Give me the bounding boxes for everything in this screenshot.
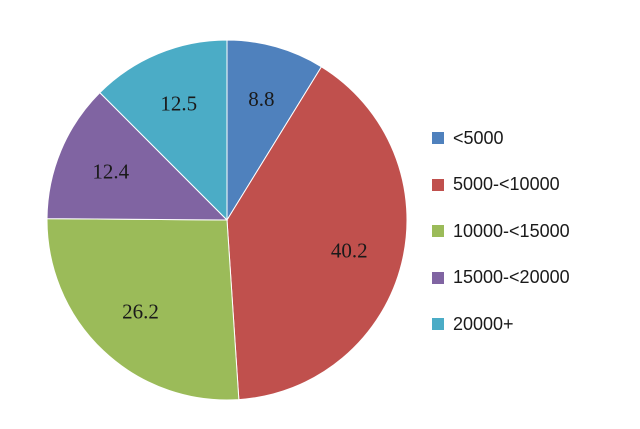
- legend-item: 15000-<20000: [432, 255, 632, 302]
- legend-item: 20000+: [432, 301, 632, 348]
- legend-item: <5000: [432, 115, 632, 162]
- pie-slices: [46, 39, 408, 401]
- pie-slice-10000-15000: [46, 218, 240, 401]
- legend-label: 5000-<10000: [453, 174, 560, 195]
- data-label-20000-plus: 12.5: [160, 92, 197, 116]
- pie-slice-20000-plus: [99, 39, 228, 222]
- legend-swatch: [432, 318, 444, 331]
- legend: <5000 5000-<10000 10000-<15000 15000-<20…: [432, 115, 632, 348]
- legend-swatch: [432, 132, 444, 145]
- legend-label: 20000+: [453, 313, 514, 334]
- slice-labels: 8.8 40.2 26.2 12.4 12.5: [92, 87, 367, 324]
- legend-swatch: [432, 225, 444, 238]
- legend-label: 15000-<20000: [453, 267, 570, 288]
- data-label-15000-20000: 12.4: [92, 159, 129, 183]
- pie-slice-lt-5000: [226, 39, 323, 222]
- data-label-10000-15000: 26.2: [122, 300, 159, 324]
- legend-item: 10000-<15000: [432, 208, 632, 255]
- legend-label: 10000-<15000: [453, 220, 570, 241]
- data-label-lt-5000: 8.8: [248, 87, 274, 111]
- legend-swatch: [432, 178, 444, 191]
- pie-slice-5000-10000: [226, 66, 408, 401]
- legend-label: <5000: [453, 127, 504, 148]
- legend-swatch: [432, 271, 444, 284]
- legend-item: 5000-<10000: [432, 162, 632, 209]
- pie-slice-15000-20000: [46, 91, 229, 221]
- data-label-5000-10000: 40.2: [331, 238, 368, 262]
